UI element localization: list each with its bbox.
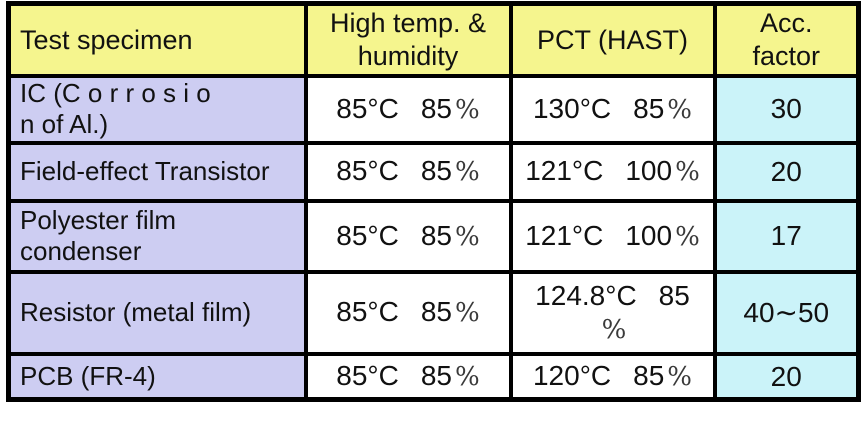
humidity-value: 85 [658,280,690,312]
percent-sign: % [601,314,627,345]
temperature-value: 130°C [532,92,612,124]
humidity-value: 85 [420,92,452,124]
table-row-ic: IC (C o r r o s i o n of Al.) 85°C 85% 13… [6,73,861,145]
percent-sign: % [675,221,700,252]
pct-hast-cell: 130°C 85% [508,73,717,145]
temperature-value: 85°C [336,360,399,392]
high-temp-humidity-cell: 85°C 85% [303,351,513,402]
humidity-value: 100 [625,155,673,187]
temperature-value: 121°C [525,219,604,251]
specimen-cell: Polyester film condenser [6,198,308,274]
acceleration-factor-table: Test specimen High temp. & humidity PCT … [6,1,861,403]
temperature-value: 85°C [336,155,399,187]
column-header-high-temp-humidity: High temp. & humidity [303,1,513,78]
humidity-value: 85 [633,360,665,392]
percent-sign: % [675,157,700,188]
acc-factor-cell: 40∼50 [712,269,861,356]
temperature-value: 85°C [336,92,399,124]
pct-hast-cell: 120°C 85% [508,351,717,402]
acc-factor-cell: 17 [712,198,861,274]
percent-sign: % [455,298,480,329]
percent-sign: % [667,362,692,393]
acc-factor-cell: 30 [712,73,861,145]
specimen-cell: PCB (FR-4) [6,351,308,402]
humidity-value: 85 [420,360,452,392]
humidity-value: 85 [420,219,452,251]
high-temp-humidity-cell: 85°C 85% [303,269,513,356]
column-header-pct-hast: PCT (HAST) [508,1,717,78]
humidity-value: 85 [420,155,452,187]
humidity-value: 85 [633,92,665,124]
percent-sign: % [455,362,480,393]
temperature-value: 121°C [525,155,604,187]
table-row-fet: Field-effect Transistor 85°C 85% 121°C 100… [6,140,861,203]
header-row: Test specimen High temp. & humidity PCT … [6,1,861,78]
table-row-resistor: Resistor (metal film) 85°C 85% 124.8°C 85 … [6,269,861,356]
table-row-pcb: PCB (FR-4) 85°C 85% 120°C 85% 20 [6,351,861,402]
percent-sign: % [455,157,480,188]
acc-factor-cell: 20 [712,140,861,203]
temperature-value: 85°C [336,296,399,328]
percent-sign: % [455,221,480,252]
column-header-test-specimen: Test specimen [6,1,308,78]
high-temp-humidity-cell: 85°C 85% [303,140,513,203]
temperature-value: 124.8°C [535,280,637,312]
high-temp-humidity-cell: 85°C 85% [303,198,513,274]
pct-hast-cell: 121°C 100% [508,198,717,274]
specimen-cell: Resistor (metal film) [6,269,308,356]
percent-sign: % [455,94,480,125]
column-header-acc-factor: Acc. factor [712,1,861,78]
specimen-cell: IC (C o r r o s i o n of Al.) [6,73,308,145]
humidity-value: 100 [625,219,673,251]
acc-factor-cell: 20 [712,351,861,402]
high-temp-humidity-cell: 85°C 85% [303,73,513,145]
temperature-value: 85°C [336,219,399,251]
humidity-value: 85 [420,296,452,328]
specimen-cell: Field-effect Transistor [6,140,308,203]
temperature-value: 120°C [532,360,612,392]
pct-hast-cell: 124.8°C 85 % [508,269,717,356]
percent-sign: % [667,94,692,125]
pct-hast-cell: 121°C 100% [508,140,717,203]
table-row-polyester: Polyester film condenser 85°C 85% 121°C 10… [6,198,861,274]
